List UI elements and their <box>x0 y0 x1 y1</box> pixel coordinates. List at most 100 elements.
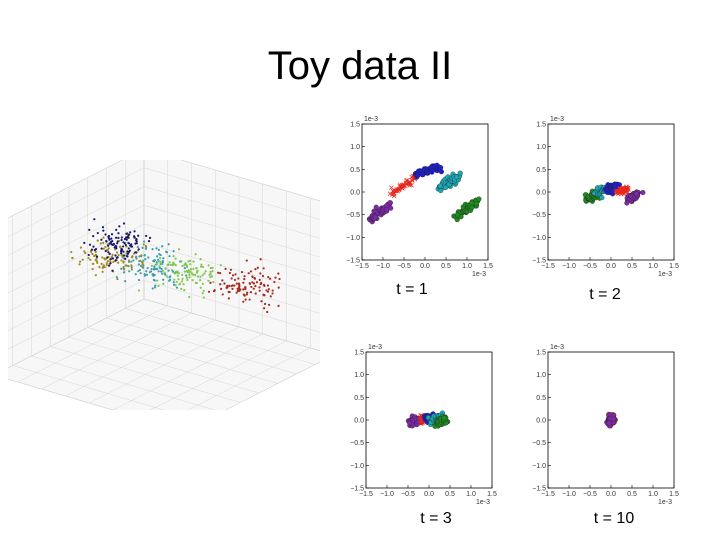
multiplier-label-y: 1e-3 <box>550 344 564 351</box>
data-point-darkred <box>259 272 262 275</box>
data-point-navy <box>147 240 151 243</box>
x-tick-label: 0.0 <box>606 491 616 498</box>
data-point-navy <box>145 234 148 238</box>
data-point-teal <box>156 258 160 261</box>
data-point-red <box>407 180 412 185</box>
data-point-darkred <box>237 277 240 280</box>
data-point-navy <box>107 251 110 254</box>
data-point-darkred <box>265 289 268 292</box>
data-point-lightgreen <box>209 270 212 274</box>
multiplier-label-x: 1e-3 <box>476 499 490 506</box>
data-point-green <box>441 415 447 421</box>
data-point-cyan <box>453 174 460 180</box>
data-point-darkred <box>271 289 274 292</box>
data-point-navy <box>101 226 105 229</box>
data-point-teal <box>167 269 170 272</box>
data-point-darkred <box>254 268 257 271</box>
data-point-darkred <box>242 288 245 291</box>
data-point-teal <box>151 287 154 290</box>
data-point-navy <box>126 236 130 239</box>
data-point-green <box>476 196 482 202</box>
data-point-darkred <box>209 281 212 284</box>
data-point-red <box>624 188 629 194</box>
data-point-teal <box>162 278 165 281</box>
data-point-darkred <box>252 282 256 285</box>
data-point-teal <box>115 276 118 279</box>
data-point-olive <box>89 258 92 261</box>
data-point-olive <box>102 241 105 244</box>
data-point-olive <box>83 250 86 253</box>
y-tick-label: 0.0 <box>354 418 364 425</box>
grid-line <box>68 336 260 394</box>
data-point-teal <box>153 267 156 270</box>
data-point-darkred <box>244 286 247 290</box>
grid-line <box>8 167 145 237</box>
data-point-darkred <box>252 287 255 290</box>
data-point-lightgreen <box>199 279 202 282</box>
data-point-teal <box>172 281 175 284</box>
data-point-navy <box>111 269 114 272</box>
data-point-teal <box>139 272 142 275</box>
data-point-lightgreen <box>180 260 183 263</box>
y-tick-label: −0.5 <box>346 212 360 219</box>
data-point-navy <box>106 256 109 259</box>
data-point-lightgreen <box>142 259 145 262</box>
data-point-lightgreen <box>169 263 172 267</box>
data-point-lightgreen <box>189 267 193 271</box>
y-tick-label: 1.0 <box>354 372 364 379</box>
data-point-lightgreen <box>202 296 205 299</box>
y-tick-label: 1.5 <box>536 350 546 357</box>
data-point-olive <box>101 256 104 259</box>
data-point-red <box>391 190 397 196</box>
data-point-darkred <box>264 302 267 306</box>
data-point-navy <box>90 248 94 251</box>
data-point-teal <box>168 279 171 282</box>
data-point-navy <box>114 259 117 262</box>
multiplier-label-y: 1e-3 <box>364 116 378 123</box>
data-point-darkred <box>274 276 277 279</box>
data-point-lightgreen <box>199 265 203 268</box>
y-tick-label: 0.5 <box>354 395 364 402</box>
data-point-darkred <box>262 283 266 286</box>
data-point-lightgreen <box>162 282 165 285</box>
data-point-darkred <box>235 291 238 294</box>
data-point-darkred <box>228 284 231 287</box>
data-point-olive <box>122 260 125 263</box>
x-tick-label: −0.5 <box>397 263 411 270</box>
data-point-olive <box>140 254 143 257</box>
data-point-navy <box>111 257 115 260</box>
grid-line <box>112 333 263 410</box>
data-point-purple <box>387 200 393 206</box>
data-point-darkred <box>245 259 248 262</box>
data-point-darkred <box>266 290 270 293</box>
data-point-teal <box>161 272 164 275</box>
data-point-teal <box>157 270 160 273</box>
data-point-navy <box>88 243 92 246</box>
data-point-olive <box>78 263 81 266</box>
data-point-olive <box>95 257 98 260</box>
data-point-olive <box>120 259 123 262</box>
data-point-navy <box>115 245 118 248</box>
data-point-teal <box>134 273 137 276</box>
data-point-navy <box>115 228 118 231</box>
data-point-lightgreen <box>137 289 140 292</box>
data-point-lightgreen <box>188 276 191 279</box>
data-point-olive <box>127 259 131 262</box>
data-point-teal <box>130 260 133 263</box>
data-point-olive <box>141 265 144 269</box>
caption-t1: t = 1 <box>396 281 428 298</box>
data-point-olive <box>70 250 73 254</box>
data-point-blue <box>612 183 618 189</box>
y-tick-label: −1.5 <box>532 486 546 493</box>
multiplier-label-y: 1e-3 <box>550 116 564 123</box>
data-point-olive <box>104 245 107 249</box>
data-point-red <box>406 180 411 185</box>
data-point-navy <box>93 218 96 221</box>
data-point-cyan <box>457 170 463 176</box>
data-point-teal <box>137 278 141 282</box>
grid-line <box>8 160 123 219</box>
data-point-navy <box>88 228 91 231</box>
data-point-navy <box>120 251 123 255</box>
y-tick-label: 0.0 <box>350 190 360 197</box>
data-point-navy <box>125 238 128 241</box>
